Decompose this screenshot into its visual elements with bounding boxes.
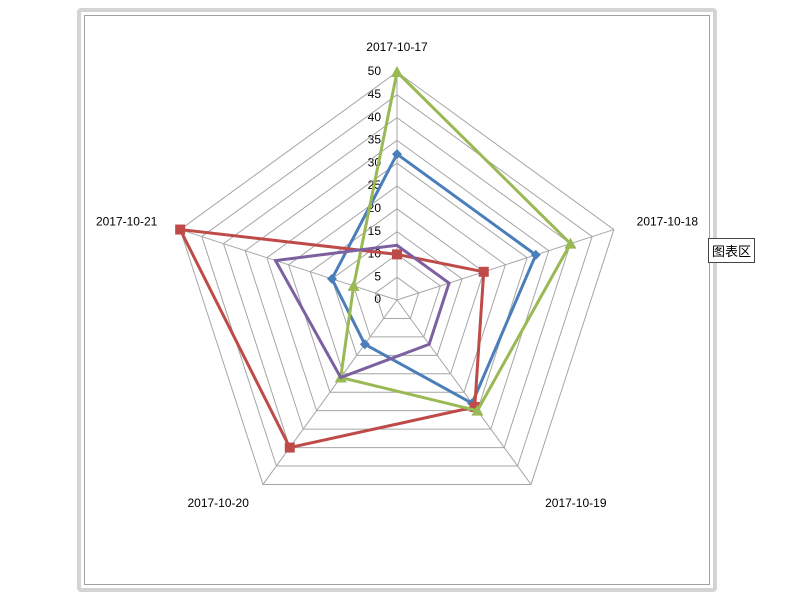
marker xyxy=(471,404,484,416)
marker xyxy=(392,149,402,160)
grid-ring xyxy=(222,116,572,449)
r-tick-label: 5 xyxy=(374,269,381,283)
category-label: 2017-10-18 xyxy=(637,214,699,228)
marker xyxy=(391,66,403,77)
marker xyxy=(530,249,541,260)
grid-ring xyxy=(179,71,615,485)
marker xyxy=(564,237,577,249)
marker xyxy=(395,243,399,247)
marker xyxy=(339,375,343,379)
marker xyxy=(478,266,489,277)
spoke xyxy=(396,229,614,301)
marker xyxy=(326,273,337,284)
chart-area-frame[interactable] xyxy=(77,8,717,592)
marker xyxy=(427,342,431,346)
marker xyxy=(469,401,480,412)
r-tick-label: 40 xyxy=(368,110,382,124)
grid-ring xyxy=(353,253,441,338)
marker xyxy=(392,249,402,260)
grid-ring xyxy=(309,208,485,375)
spoke xyxy=(180,229,398,301)
category-label: 2017-10-21 xyxy=(96,214,158,228)
category-label: 2017-10-17 xyxy=(366,40,428,54)
series-line xyxy=(177,227,486,450)
grid-ring xyxy=(201,94,593,467)
marker xyxy=(359,339,370,350)
category-label: 2017-10-19 xyxy=(545,496,607,510)
marker xyxy=(284,442,295,453)
spoke xyxy=(396,299,532,485)
category-label: 2017-10-20 xyxy=(187,496,249,510)
spoke xyxy=(262,299,398,485)
tooltip: 图表区 xyxy=(708,238,756,263)
grid-ring xyxy=(374,276,420,319)
marker xyxy=(274,259,278,263)
r-tick-label: 45 xyxy=(368,87,382,101)
marker xyxy=(347,279,360,291)
series-line xyxy=(273,243,451,380)
chart-area xyxy=(84,15,710,585)
marker xyxy=(447,281,451,285)
r-tick-label: 15 xyxy=(368,224,382,238)
marker xyxy=(175,224,186,235)
r-tick-label: 50 xyxy=(368,64,382,78)
grid-ring xyxy=(244,139,550,430)
series-line xyxy=(330,151,538,406)
r-tick-label: 35 xyxy=(368,133,382,147)
